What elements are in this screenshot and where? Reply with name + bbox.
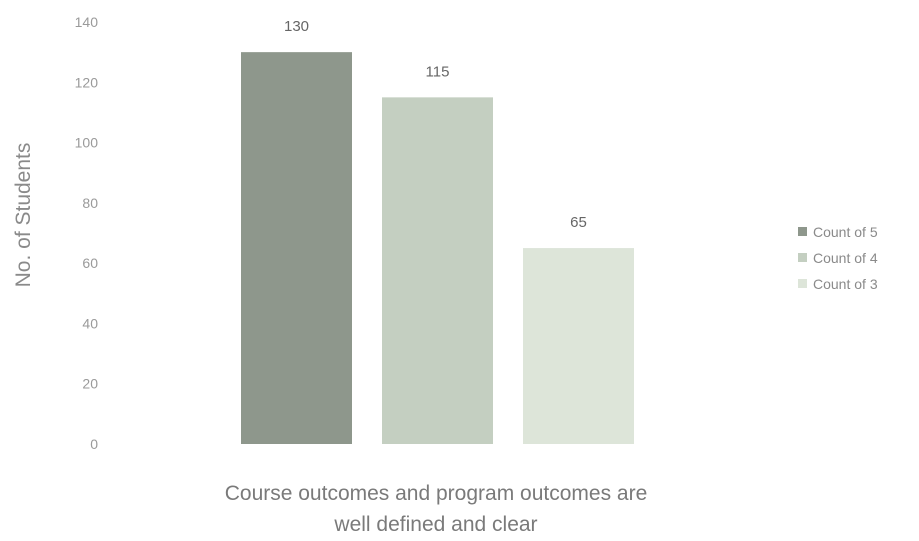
legend-swatch — [798, 279, 807, 288]
legend-swatch — [798, 253, 807, 262]
bar — [523, 248, 634, 444]
bars — [241, 52, 634, 445]
y-tick-label: 140 — [75, 14, 99, 30]
legend-swatch — [798, 227, 807, 236]
y-tick-label: 20 — [82, 376, 98, 392]
y-axis-ticks: 0 20 40 60 80 100 120 140 — [75, 14, 99, 452]
x-axis-label-line-1: Course outcomes and program outcomes are — [225, 482, 648, 505]
y-tick-label: 80 — [82, 195, 98, 211]
y-tick-label: 60 — [82, 255, 98, 271]
y-axis-label: No. of Students — [12, 143, 35, 288]
y-tick-label: 120 — [75, 74, 99, 90]
bar — [382, 97, 493, 444]
data-labels: 130 115 65 — [284, 18, 587, 231]
legend-entry: Count of 5 — [813, 224, 878, 240]
x-axis-label-line-2: well defined and clear — [333, 513, 537, 536]
data-label: 130 — [284, 18, 309, 35]
data-label: 65 — [570, 214, 587, 231]
legend: Count of 5 Count of 4 Count of 3 — [798, 224, 878, 292]
y-tick-label: 40 — [82, 315, 98, 331]
y-tick-label: 0 — [90, 436, 98, 452]
legend-entry: Count of 3 — [813, 276, 878, 292]
bar — [241, 52, 352, 445]
data-label: 115 — [426, 63, 450, 80]
y-tick-label: 100 — [75, 135, 99, 151]
legend-entry: Count of 4 — [813, 250, 878, 266]
